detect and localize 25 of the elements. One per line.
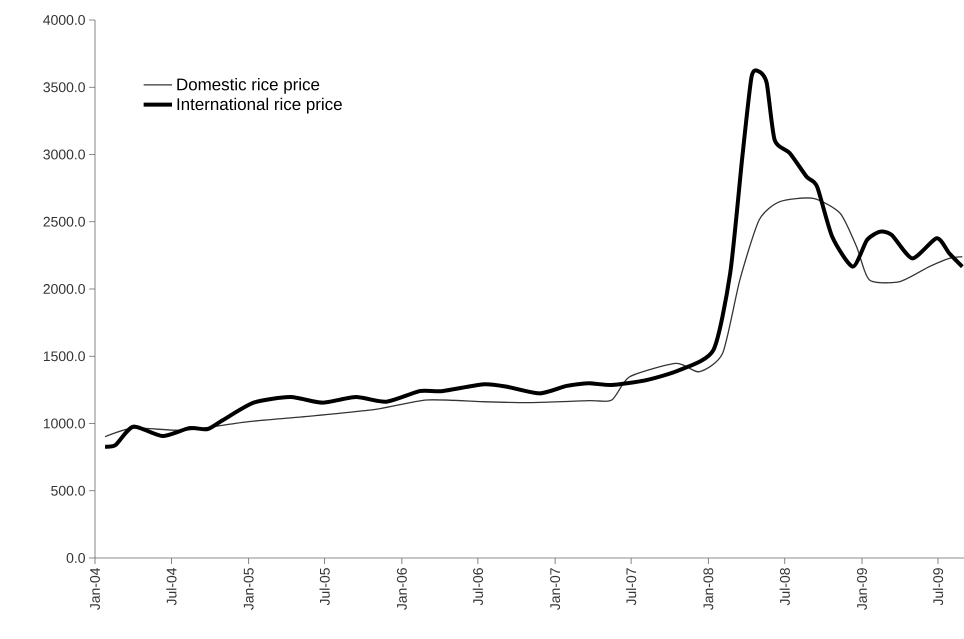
y-tick-label: 1500.0 xyxy=(44,351,85,362)
x-tick-label: Jan-07 xyxy=(550,568,560,610)
y-tick-label: 3000.0 xyxy=(43,150,85,160)
x-tick-label: Jul-04 xyxy=(166,568,177,606)
line-series xyxy=(103,68,964,449)
legend-label: Domestic rice price xyxy=(177,78,320,94)
y-tick-label: 1000.0 xyxy=(44,418,85,428)
y-tick-label: 2500.0 xyxy=(44,216,85,227)
x-tick-label: Jul-09 xyxy=(932,568,944,606)
x-tick-label: Jan-04 xyxy=(90,568,100,610)
y-tick-label: 3500.0 xyxy=(43,82,85,92)
x-tick-label: Jan-06 xyxy=(396,568,407,610)
line-series xyxy=(104,197,963,438)
x-tick-label: Jan-05 xyxy=(244,568,254,610)
x-tick-label: Jul-05 xyxy=(320,568,330,606)
x-tick-label: Jul-06 xyxy=(472,568,483,606)
x-tick-label: Jan-09 xyxy=(857,568,867,610)
y-tick-label: 4000.0 xyxy=(43,15,85,25)
y-tick-label: 2000.0 xyxy=(44,284,85,294)
x-tick-label: Jul-08 xyxy=(780,568,790,606)
x-tick-label: Jan-08 xyxy=(703,568,714,610)
legend-label: International rice price xyxy=(178,98,342,114)
x-tick-label: Jul-07 xyxy=(626,568,636,606)
y-tick-label: 0.0 xyxy=(66,553,85,563)
y-tick-label: 500.0 xyxy=(51,486,85,496)
